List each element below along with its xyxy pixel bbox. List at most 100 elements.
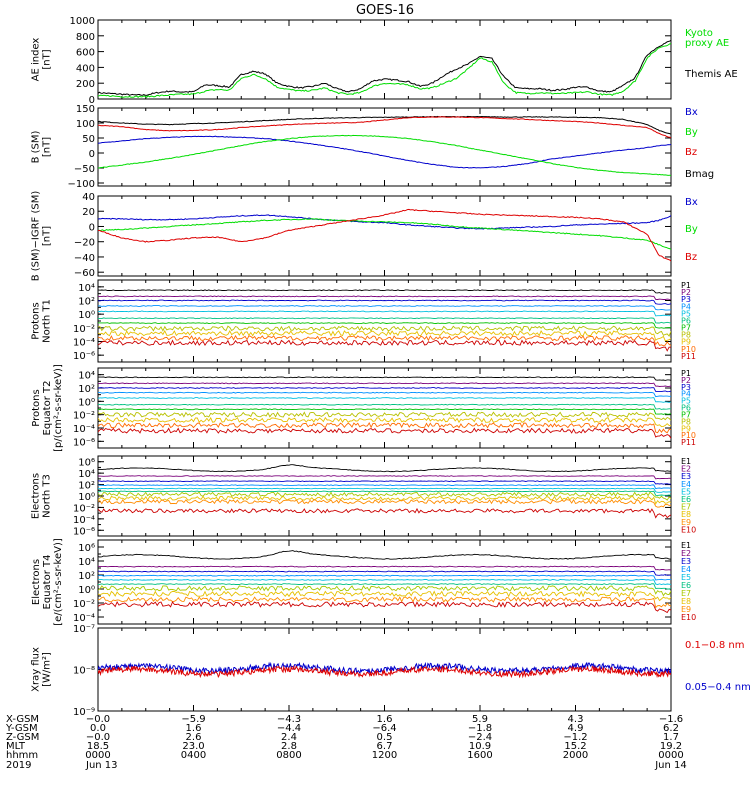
legend-entry: Bmag: [685, 169, 714, 180]
series-line: [98, 322, 671, 329]
series-line: [98, 498, 671, 508]
legend-entry: P7: [681, 410, 691, 419]
x-axis-value: 1.6: [186, 723, 202, 734]
legend-entry: E1: [681, 541, 691, 550]
series-line: [98, 600, 671, 614]
y-axis-label: B (SM): [31, 130, 42, 163]
y-axis-label: B (SM)−IGRF (SM): [31, 191, 42, 282]
series-line: [98, 391, 671, 398]
x-axis-value: 10.9: [469, 741, 491, 752]
series-line: [98, 317, 671, 324]
legend-entry: E10: [681, 613, 696, 622]
series-line: [98, 565, 671, 571]
x-axis-value: 23.0: [182, 741, 204, 752]
figure-title: GOES-16: [356, 3, 414, 18]
series-line: [98, 295, 671, 300]
series-group: [98, 464, 671, 519]
series-line: [98, 495, 671, 505]
y-tick-label: −20: [74, 238, 95, 249]
x-axis-value: −0.0: [86, 714, 110, 725]
panel-protons-t2: 10⁻⁶ 10⁻⁴ 10⁻² 10⁰ 10² 10⁴ Protons Equator T2 [p…: [31, 364, 696, 452]
panel-bigrf: −60 −40 −20 0 20 40 B (SM)−IGRF (SM) [nT] Bx By Bz: [31, 191, 698, 282]
y-tick-label: 10²: [78, 384, 95, 395]
legend-entry: E8: [681, 597, 691, 606]
legend-entry: P11: [681, 438, 696, 447]
series-line: [98, 427, 671, 439]
y-tick-label: −60: [74, 268, 95, 279]
y-axis-label: Protons: [31, 389, 42, 426]
x-axis-value: −1.2: [563, 732, 587, 743]
y-tick-label: 100: [76, 119, 95, 130]
legend-entry: E8: [681, 510, 691, 519]
y-axis-label: Equator T4: [42, 555, 53, 610]
legend-entry: E2: [681, 465, 691, 474]
x-axis-value: 2000: [563, 750, 588, 761]
y-tick-label: 10⁻⁴: [73, 613, 95, 624]
x-axis-value: −4.3: [277, 714, 301, 725]
legend-entry: P7: [681, 324, 691, 333]
y-axis-label: Electrons: [31, 559, 42, 605]
legend-entry: P3: [681, 295, 691, 304]
legend-entry: P3: [681, 383, 691, 392]
series-line: [98, 208, 671, 262]
x-axis-value: 1600: [467, 750, 492, 761]
y-tick-label: 800: [76, 32, 95, 43]
legend-entry: 0.05−0.4 nm: [685, 682, 750, 693]
y-tick-label: 10⁻²: [73, 411, 95, 422]
series-line: [98, 305, 671, 311]
x-axis-row-label: Z-GSM: [6, 732, 39, 743]
series-group: [98, 289, 671, 352]
legend-entry: E7: [681, 503, 691, 512]
y-tick-label: 10²: [78, 297, 95, 308]
series-group: [98, 39, 671, 98]
y-tick-label: 10⁰: [78, 310, 95, 321]
x-axis-value: 5.9: [472, 714, 488, 725]
legend-entry: E6: [681, 495, 691, 504]
legend-entry: E7: [681, 589, 691, 598]
x-axis-value: −1.8: [468, 723, 492, 734]
x-axis-value: 0000: [85, 750, 110, 761]
x-axis-value: 4.9: [568, 723, 584, 734]
series-line: [98, 334, 671, 347]
legend-entry: Bx: [685, 107, 698, 118]
series-group: [98, 376, 671, 439]
series-line: [98, 116, 671, 139]
y-axis-label: [nT]: [42, 137, 53, 157]
x-axis-value: −1.6: [659, 714, 683, 725]
y-axis-label: [e/(cm²-s-sr-keV)]: [53, 538, 64, 626]
panel-electrons-t4: 10⁻⁴ 10⁻² 10⁰ 10² 10⁴ 10⁶ Electrons Equator T4[…: [31, 538, 696, 626]
y-tick-label: 200: [76, 79, 95, 90]
series-group: [98, 208, 671, 262]
legend-entry: P6: [681, 404, 691, 413]
x-axis-value: 6.2: [663, 723, 679, 734]
series-line: [98, 464, 671, 473]
series-line: [98, 403, 671, 410]
y-tick-label: 10⁴: [78, 371, 95, 382]
series-line: [98, 487, 671, 493]
legend-entry: E2: [681, 549, 691, 558]
x-axis-value: −0.0: [86, 732, 110, 743]
y-tick-label: 10⁴: [78, 283, 95, 294]
x-axis-value: 0000: [658, 750, 683, 761]
series-line: [98, 550, 671, 560]
y-tick-label: 10⁻²: [73, 599, 95, 610]
y-tick-label: 10⁻⁶: [73, 437, 95, 448]
series-group: [98, 661, 671, 679]
series-group: [98, 115, 671, 177]
x-axis-value: 4.3: [568, 714, 584, 725]
legend-entry: E5: [681, 487, 691, 496]
series-line: [98, 387, 671, 393]
y-tick-label: 400: [76, 63, 95, 74]
panel-bsm: −100 −50 0 50 100 150 B (SM) [nT] Bx By Bz Bmag: [31, 104, 715, 190]
y-axis-label: Protons: [31, 302, 42, 339]
y-axis-label: Electrons: [31, 473, 42, 519]
series-line: [98, 115, 671, 135]
series-line: [98, 596, 671, 609]
x-axis-row-label: Y-GSM: [5, 723, 38, 734]
legend-entry: E6: [681, 581, 691, 590]
legend-entry: E9: [681, 605, 691, 614]
legend-entry: By: [685, 127, 698, 138]
legend-entry: 0.1−0.8 nm: [685, 640, 744, 651]
series-line: [98, 339, 671, 352]
legend-entry: P10: [681, 345, 696, 354]
